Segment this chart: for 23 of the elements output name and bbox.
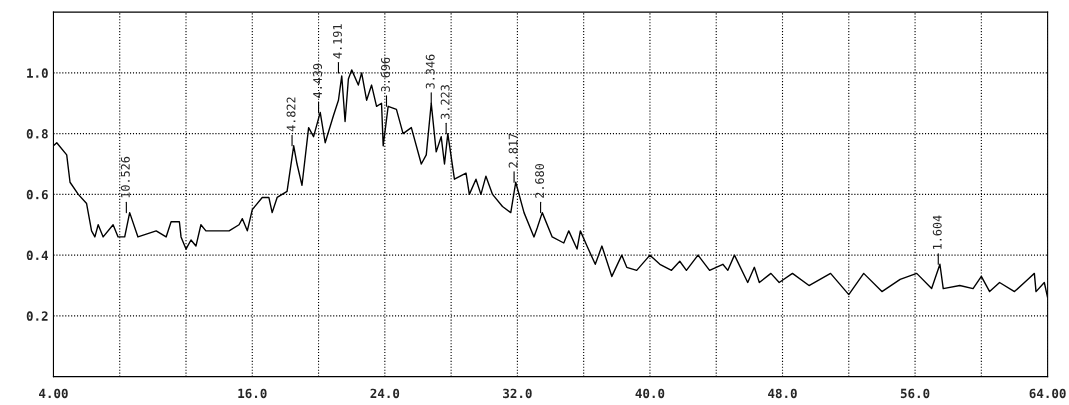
y-tick-label: 0.2 [26,311,48,321]
x-tick-label: 40.0 [635,388,665,399]
annotation: 4.191 [332,24,342,59]
y-tick-label: 0.8 [26,129,48,139]
annotation: 3.223 [440,85,450,119]
annotation: 4.439 [313,63,323,98]
annotation: 3.696 [381,57,390,92]
x-tick-label: 24.0 [370,388,400,399]
annotation: 2.680 [535,163,545,198]
x-tick-label: 4.00 [39,388,68,399]
x-tick-label: 16.0 [238,388,267,399]
x-tick-label: 48.0 [768,388,797,399]
annotation: 4.822 [286,97,296,132]
y-tick-label: 0.6 [26,189,48,200]
y-tick-label: 1.0 [27,68,48,78]
annotation: 3.346 [425,54,435,89]
annotation: 10.526 [120,156,130,198]
y-tick-label: 0.4 [26,250,49,261]
x-tick-label: 64.00 [1029,388,1066,399]
x-tick-label: 56.0 [900,388,930,399]
annotation: 1.604 [932,215,942,249]
annotation: 2.817 [508,133,518,168]
x-tick-label: 32.0 [503,388,532,399]
